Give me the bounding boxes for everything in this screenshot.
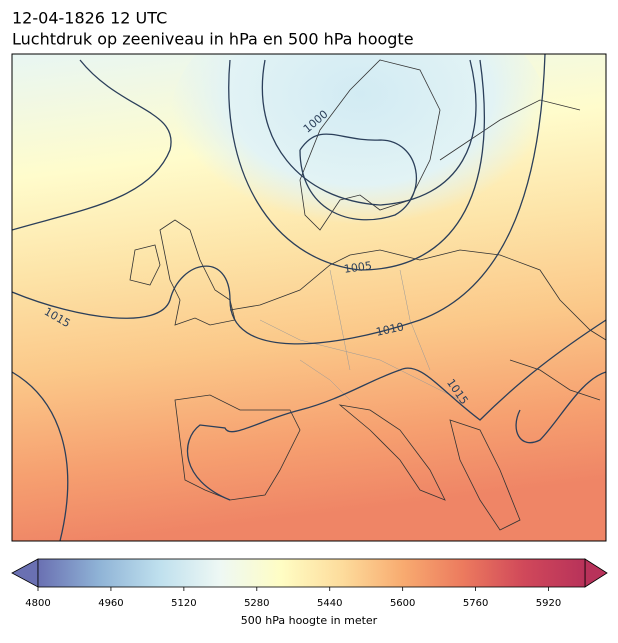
colorbar-extend-low [11, 558, 39, 588]
colorbar: 4800 4960 5120 5280 5440 5600 5760 5920 [11, 558, 608, 609]
title: 12-04-1826 12 UTC [12, 9, 167, 28]
colorbar-tick-label: 4800 [25, 598, 50, 609]
colorbar-tick-label: 5760 [463, 598, 488, 609]
isobar-label: 1010 [375, 320, 405, 339]
colorbar-tick-label: 5120 [171, 598, 196, 609]
colorbar-tick-label: 5920 [536, 598, 561, 609]
colorbar-tick-label: 5280 [244, 598, 269, 609]
colorbar-label: 500 hPa hoogte in meter [241, 614, 378, 627]
map: 1000 1005 1010 1015 1015 [12, 54, 606, 541]
colorbar-tick-label: 5600 [390, 598, 415, 609]
subtitle: Luchtdruk op zeeniveau in hPa en 500 hPa… [12, 30, 414, 49]
colorbar-tick-label: 4960 [98, 598, 123, 609]
isobar-label: 1005 [343, 259, 373, 276]
map-frame [11, 53, 607, 542]
colorbar-body [37, 558, 586, 588]
colorbar-tick-label: 5440 [317, 598, 342, 609]
colorbar-extend-high [584, 558, 608, 588]
